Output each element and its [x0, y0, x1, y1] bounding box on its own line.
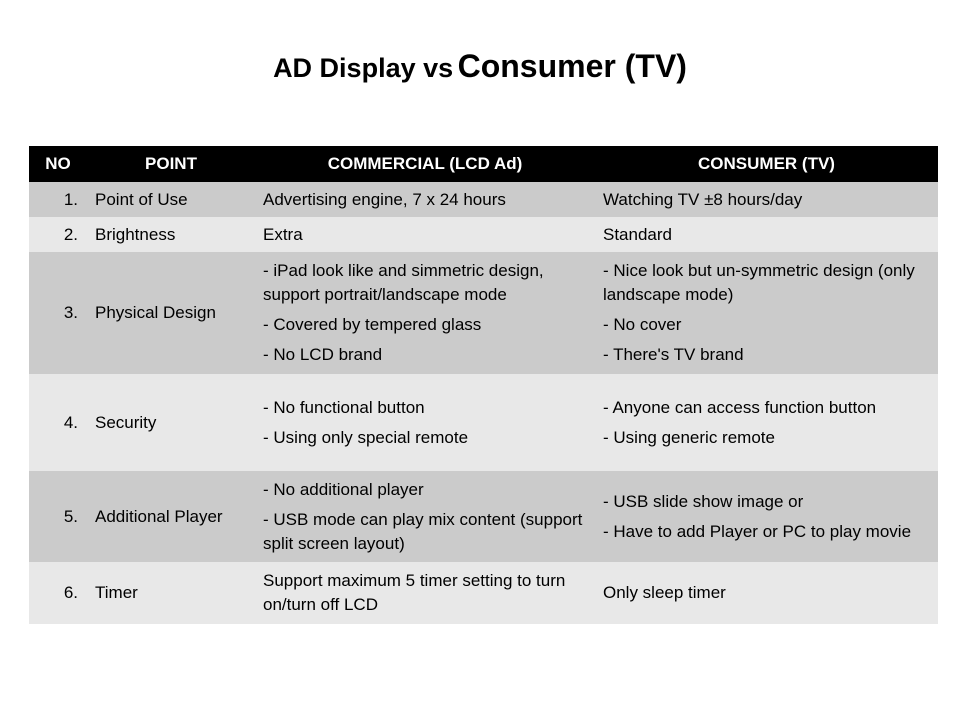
commercial-line: - Covered by tempered glass	[263, 315, 482, 334]
table-row: 6. Timer Support maximum 5 timer setting…	[29, 562, 938, 624]
commercial-line: - Using only special remote	[263, 427, 469, 447]
commercial-line: Advertising engine, 7 x 24 hours	[263, 189, 506, 209]
table-row: 4. Security - No functional button - Usi…	[29, 374, 938, 471]
table-row: 2. Brightness Extra Standard	[29, 217, 938, 252]
commercial-line: - No LCD brand	[263, 345, 383, 364]
row-consumer: - Anyone can access function button - Us…	[595, 374, 938, 471]
row-number: 2.	[29, 217, 87, 252]
row-commercial: - No additional player - USB mode can pl…	[255, 471, 595, 562]
row-number: 6.	[29, 562, 87, 624]
table-row: 5. Additional Player - No additional pla…	[29, 471, 938, 562]
table-row: 1. Point of Use Advertising engine, 7 x …	[29, 182, 938, 217]
row-point: Physical Design	[87, 252, 255, 374]
commercial-line: Support maximum 5 timer setting to turn …	[263, 571, 566, 614]
row-consumer: Standard	[595, 217, 938, 252]
header-no: NO	[29, 146, 87, 182]
commercial-line: Extra	[263, 224, 303, 244]
row-point: Security	[87, 374, 255, 471]
row-commercial: Advertising engine, 7 x 24 hours	[255, 182, 595, 217]
row-point: Timer	[87, 562, 255, 624]
table-row: 3. Physical Design - iPad look like and …	[29, 252, 938, 374]
commercial-line: - USB mode can play mix content (support…	[263, 509, 583, 553]
title-part-1: AD Display vs	[273, 53, 454, 83]
row-number: 1.	[29, 182, 87, 217]
row-consumer: - USB slide show image or - Have to add …	[595, 471, 938, 562]
page-title: AD Display vs Consumer (TV)	[0, 48, 960, 85]
row-number: 3.	[29, 252, 87, 374]
row-consumer: - Nice look but un-symmetric design (onl…	[595, 252, 938, 374]
row-commercial: - No functional button - Using only spec…	[255, 374, 595, 471]
consumer-line: - Have to add Player or PC to play movie	[603, 521, 912, 541]
consumer-line: - Nice look but un-symmetric design (onl…	[603, 261, 915, 304]
consumer-line: - Using generic remote	[603, 427, 775, 447]
commercial-line: - No additional player	[263, 479, 424, 499]
row-commercial: - iPad look like and simmetric design, s…	[255, 252, 595, 374]
row-consumer: Watching TV ±8 hours/day	[595, 182, 938, 217]
commercial-line: - No functional button	[263, 397, 425, 417]
consumer-line: - Anyone can access function button	[603, 397, 877, 417]
row-number: 4.	[29, 374, 87, 471]
consumer-line: Watching TV ±8 hours/day	[603, 189, 803, 209]
header-commercial: COMMERCIAL (LCD Ad)	[255, 146, 595, 182]
row-point: Additional Player	[87, 471, 255, 562]
commercial-line: - iPad look like and simmetric design, s…	[263, 261, 544, 304]
consumer-line: - USB slide show image or	[603, 491, 804, 511]
header-consumer: CONSUMER (TV)	[595, 146, 938, 182]
consumer-line: Standard	[603, 224, 672, 244]
consumer-line: Only sleep timer	[603, 583, 726, 602]
consumer-line: - No cover	[603, 315, 682, 334]
header-point: POINT	[87, 146, 255, 182]
row-point: Point of Use	[87, 182, 255, 217]
title-part-2: Consumer (TV)	[457, 48, 687, 84]
table-header-row: NO POINT COMMERCIAL (LCD Ad) CONSUMER (T…	[29, 146, 938, 182]
row-commercial: Extra	[255, 217, 595, 252]
row-number: 5.	[29, 471, 87, 562]
row-consumer: Only sleep timer	[595, 562, 938, 624]
consumer-line: - There's TV brand	[603, 345, 744, 364]
row-point: Brightness	[87, 217, 255, 252]
row-commercial: Support maximum 5 timer setting to turn …	[255, 562, 595, 624]
comparison-table: NO POINT COMMERCIAL (LCD Ad) CONSUMER (T…	[29, 146, 938, 624]
